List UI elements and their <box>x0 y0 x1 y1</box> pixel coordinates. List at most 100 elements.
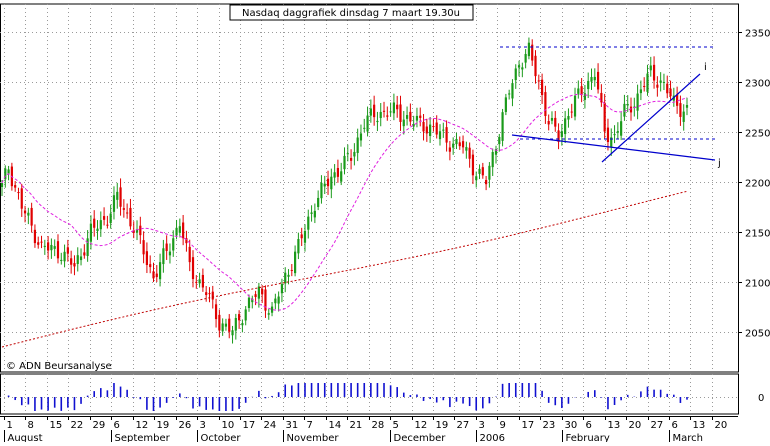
candle-body <box>261 288 264 295</box>
candle-body <box>662 81 666 83</box>
candle-body <box>445 127 448 143</box>
candle-body <box>461 141 465 148</box>
x-day-label: 3 <box>200 420 206 431</box>
candle-body <box>277 296 280 304</box>
candle <box>152 262 155 283</box>
candle <box>165 235 168 260</box>
moving-average-long <box>1 190 688 348</box>
candle <box>616 122 619 140</box>
candle <box>511 79 514 107</box>
candle-body <box>63 251 66 262</box>
candle-body <box>682 111 685 122</box>
candle-body <box>600 92 603 103</box>
x-month-label: September <box>115 433 171 442</box>
candle <box>83 244 86 259</box>
candle <box>600 84 603 107</box>
candle-body <box>96 228 99 232</box>
candle <box>168 243 172 264</box>
candle-body <box>307 216 310 230</box>
candle-body <box>238 314 241 321</box>
candle <box>307 209 310 239</box>
candle <box>270 301 274 317</box>
x-day-label: 12 <box>136 420 149 431</box>
candle-body <box>201 274 204 288</box>
candle-body <box>149 264 152 268</box>
candle <box>40 235 43 249</box>
candle-body <box>310 212 313 214</box>
trendline-i <box>601 73 701 163</box>
candle-body <box>629 106 633 113</box>
candles <box>0 37 689 344</box>
candle <box>613 125 616 144</box>
candle <box>116 182 119 209</box>
candle-body <box>231 330 234 336</box>
candle-body <box>646 73 649 92</box>
candle <box>310 205 313 222</box>
candle-body <box>363 127 366 129</box>
candle-body <box>257 286 260 299</box>
candle-body <box>382 110 386 112</box>
candle <box>577 80 580 99</box>
candle-body <box>396 104 399 110</box>
candle-body <box>369 108 372 116</box>
candle-body <box>560 131 563 137</box>
candle-body <box>676 94 679 106</box>
candle-body <box>264 289 267 311</box>
candle-body <box>132 230 135 233</box>
candle-body <box>287 274 290 277</box>
candle <box>261 285 264 304</box>
candle-body <box>685 105 689 108</box>
candle <box>27 207 30 225</box>
candle <box>557 123 560 150</box>
candle <box>244 306 247 326</box>
candle <box>264 285 267 318</box>
candle <box>435 115 438 139</box>
candle-body <box>643 85 646 87</box>
x-day-label: 3 <box>479 420 485 431</box>
candle <box>606 118 610 151</box>
candle-body <box>175 227 178 236</box>
candle-body <box>587 80 590 90</box>
candle-body <box>178 226 181 233</box>
candle-body <box>554 117 557 127</box>
candle-body <box>448 147 451 152</box>
candle-body <box>182 222 185 239</box>
candle-body <box>191 257 195 280</box>
candle-body <box>172 238 175 251</box>
candle <box>425 118 428 142</box>
candle <box>294 245 297 277</box>
candle-body <box>366 115 369 132</box>
candle-body <box>544 92 547 117</box>
candle <box>99 211 102 237</box>
candle-body <box>346 153 349 155</box>
candle <box>96 220 99 240</box>
candle-body <box>211 291 214 300</box>
candle <box>620 112 623 141</box>
candle-body <box>419 115 422 118</box>
candle <box>198 272 201 288</box>
candle <box>468 142 471 168</box>
candle-body <box>247 297 251 309</box>
candle <box>643 77 646 92</box>
candle-body <box>429 124 432 137</box>
x-day-label: 5 <box>393 420 399 431</box>
candle <box>23 205 27 223</box>
candle-body <box>145 251 149 266</box>
candle <box>66 239 69 262</box>
candle <box>554 111 557 132</box>
candle <box>129 198 132 230</box>
candle <box>30 202 33 233</box>
oscillator-panel: 0 <box>0 383 764 411</box>
candle-body <box>30 207 33 226</box>
candle <box>241 319 244 333</box>
candle <box>17 187 20 200</box>
candle-body <box>652 64 656 81</box>
candle <box>234 313 237 340</box>
candle <box>145 242 149 274</box>
candle <box>20 183 23 217</box>
candle-body <box>313 210 316 218</box>
candle <box>43 239 46 255</box>
candle <box>56 234 60 264</box>
candle <box>662 73 666 91</box>
candle <box>330 168 333 199</box>
